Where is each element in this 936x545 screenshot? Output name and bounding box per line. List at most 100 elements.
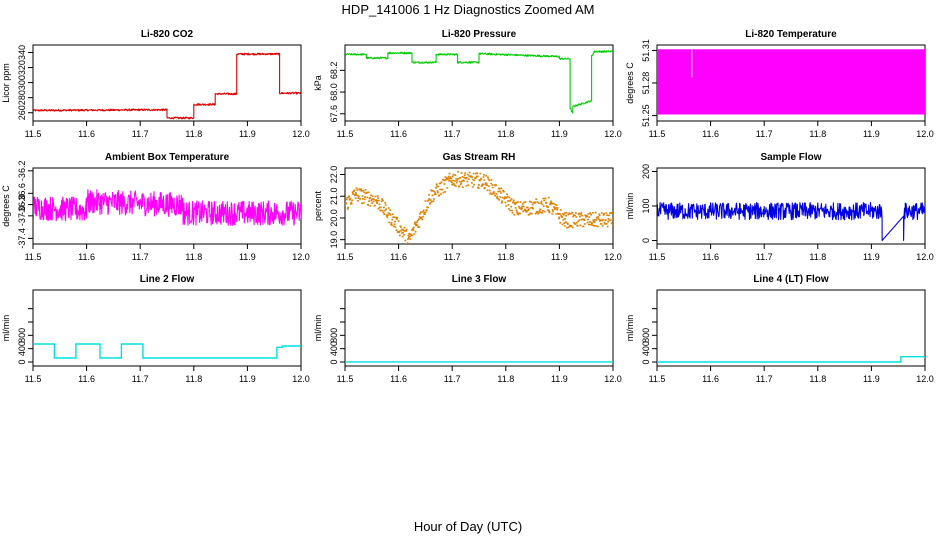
y-tick-label: 200 <box>641 164 651 179</box>
x-tick-label: 11.9 <box>551 374 568 384</box>
y-axis-label: degrees C <box>1 185 11 227</box>
plot-frame <box>344 44 614 122</box>
panel-title: Sample Flow <box>760 152 821 163</box>
y-tick-label: -36.8 <box>17 194 27 215</box>
y-tick-label: 68.0 <box>329 83 339 101</box>
x-tick-label: 12.0 <box>916 252 934 262</box>
y-axis-label: ml/min <box>625 193 635 220</box>
series-0 <box>33 52 301 120</box>
x-tick-label: 11.7 <box>132 129 149 139</box>
panel-7: Line 3 Flow ml/min 11.5 11.6 11.7 11.8 11.9 12.… <box>313 274 622 384</box>
y-tick-label: 51.25 <box>641 104 651 127</box>
y-axis-label: ml/min <box>625 315 635 342</box>
y-tick-label: 20.0 <box>329 209 339 227</box>
x-tick-label: 12.0 <box>916 374 934 384</box>
y-tick-label: 320 <box>17 60 27 75</box>
y-tick-label: 0 <box>641 359 651 364</box>
y-tick-label: 800 <box>17 328 27 343</box>
panel-title: Line 3 Flow <box>452 274 507 285</box>
x-tick-label: 11.7 <box>132 252 149 262</box>
y-axis-label: kPa <box>313 75 323 91</box>
y-tick-label: 19.0 <box>329 231 339 249</box>
panel-title: Ambient Box Temperature <box>105 152 230 163</box>
x-tick-label: 12.0 <box>604 374 622 384</box>
y-tick-label: -37.0 <box>17 206 27 227</box>
panel-5: Sample Flow ml/min 11.5 11.6 11.7 11.8 11.9 12.… <box>625 152 934 262</box>
x-tick-label: 11.5 <box>337 252 354 262</box>
x-tick-label: 11.6 <box>702 252 719 262</box>
series-1 <box>345 50 613 114</box>
y-tick-label: 51.31 <box>641 39 651 62</box>
y-tick-label: 400 <box>641 341 651 356</box>
y-tick-label: 800 <box>641 328 651 343</box>
x-tick-label: 11.8 <box>497 129 514 139</box>
x-tick-label: 11.5 <box>649 129 666 139</box>
panel-title: Gas Stream RH <box>443 152 516 163</box>
x-tick-label: 11.7 <box>756 252 773 262</box>
y-tick-label: 0 <box>329 359 339 364</box>
series-points <box>345 170 613 244</box>
x-tick-label: 11.9 <box>551 129 568 139</box>
panel-2: Li-820 Temperature degrees C 11.5 11.6 11.7 1… <box>625 29 934 139</box>
plot-frame <box>344 289 614 367</box>
series-line <box>345 50 613 114</box>
series-8 <box>657 356 925 363</box>
panel-grid: Li-820 CO2 Licor ppm 11.5 11.6 11.7 11.8 11.9 1… <box>1 29 934 384</box>
panel-title: Li-820 Pressure <box>442 29 517 40</box>
x-tick-label: 11.6 <box>702 374 719 384</box>
x-tick-label: 11.5 <box>649 374 666 384</box>
x-tick-label: 12.0 <box>292 129 310 139</box>
x-tick-label: 11.6 <box>390 252 407 262</box>
y-tick-label: 400 <box>329 341 339 356</box>
x-tick-label: 11.5 <box>649 252 666 262</box>
series-line <box>33 343 301 359</box>
panel-title: Line 4 (LT) Flow <box>753 274 829 285</box>
y-tick-label: 68.2 <box>329 62 339 80</box>
y-tick-label: 340 <box>17 45 27 60</box>
y-axis-label: ml/min <box>1 315 11 342</box>
x-tick-label: 11.8 <box>809 252 826 262</box>
x-tick-label: 11.8 <box>497 252 514 262</box>
x-tick-label: 11.8 <box>497 374 514 384</box>
panel-8: Line 4 (LT) Flow ml/min 11.5 11.6 11.7 11.8 11… <box>625 274 934 384</box>
figure-xlabel: Hour of Day (UTC) <box>414 519 522 534</box>
panel-3: Ambient Box Temperature degrees C 11.5 11.6… <box>1 152 310 262</box>
figure-title: HDP_141006 1 Hz Diagnostics Zoomed AM <box>342 2 595 17</box>
x-tick-label: 11.7 <box>132 374 149 384</box>
panel-title: Line 2 Flow <box>140 274 195 285</box>
x-tick-label: 11.9 <box>239 252 256 262</box>
x-tick-label: 11.6 <box>390 374 407 384</box>
y-tick-label: 280 <box>17 90 27 105</box>
panel-title: Li-820 CO2 <box>141 29 194 40</box>
y-tick-label: 400 <box>17 341 27 356</box>
panel-4: Gas Stream RH percent 11.5 11.6 11.7 11.8 11.9… <box>313 152 622 262</box>
panel-0: Li-820 CO2 Licor ppm 11.5 11.6 11.7 11.8 11.9 1… <box>1 29 310 139</box>
series-5 <box>657 201 925 242</box>
x-tick-label: 11.8 <box>185 374 202 384</box>
y-tick-label: 300 <box>17 75 27 90</box>
x-tick-label: 11.6 <box>78 374 95 384</box>
panel-title: Li-820 Temperature <box>745 29 837 40</box>
x-tick-label: 12.0 <box>292 374 310 384</box>
x-tick-label: 11.7 <box>756 374 773 384</box>
x-tick-label: 12.0 <box>604 129 622 139</box>
y-tick-label: 0 <box>17 359 27 364</box>
x-tick-label: 11.5 <box>25 129 42 139</box>
x-tick-label: 11.5 <box>25 252 42 262</box>
x-tick-label: 11.5 <box>337 374 354 384</box>
y-tick-label: 260 <box>17 105 27 120</box>
series-line <box>33 52 301 120</box>
x-tick-label: 11.9 <box>863 374 880 384</box>
x-tick-label: 11.9 <box>551 252 568 262</box>
y-tick-label: 21.0 <box>329 187 339 205</box>
x-tick-label: 11.8 <box>185 129 202 139</box>
x-tick-label: 11.8 <box>185 252 202 262</box>
series-3 <box>33 189 301 226</box>
y-tick-label: 51.28 <box>641 72 651 95</box>
x-tick-label: 11.7 <box>444 129 461 139</box>
panel-1: Li-820 Pressure kPa 11.5 11.6 11.7 11.8 11.9 12… <box>313 29 622 139</box>
x-tick-label: 11.7 <box>756 129 773 139</box>
y-axis-label: percent <box>313 190 323 221</box>
